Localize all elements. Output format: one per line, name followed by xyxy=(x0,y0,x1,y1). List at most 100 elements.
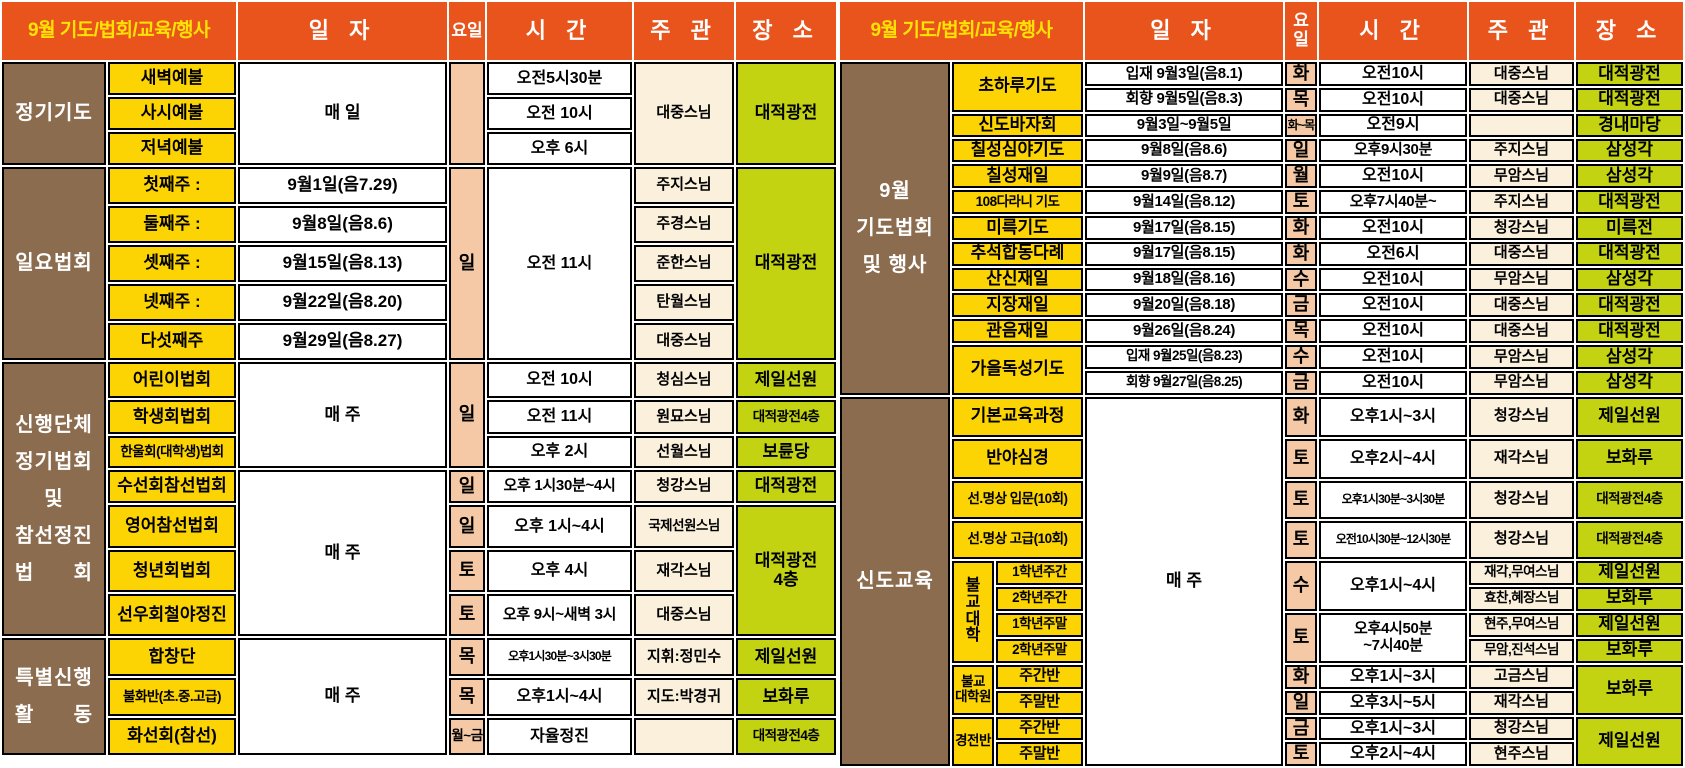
item-cell: 합창단 xyxy=(108,638,237,676)
day-cell: 화~목 xyxy=(1285,113,1318,137)
header-host: 주 관 xyxy=(634,2,735,60)
time-cell: 오전10시 xyxy=(1319,293,1468,318)
day-cell: 금 xyxy=(1285,716,1318,741)
place-cell: 보화루 xyxy=(736,678,837,716)
place-cell: 제일선원 xyxy=(1576,560,1684,585)
table-row: 신행단체 정기법회 및 참선정진 법 회 어린이법회 매 주 일 오전 10시 청심스님 제… xyxy=(2,362,837,636)
day-cell: 목 xyxy=(449,678,486,716)
place-cell: 보륜당 xyxy=(736,436,837,468)
table-row: 주말반 일 오후3시~5시 재각스님 xyxy=(840,690,1683,715)
item-cell: 칠성재일 xyxy=(952,164,1084,189)
table-row: 2학년주간 효찬,혜장스님 보화루 xyxy=(840,586,1684,611)
table-row: 108다라니 기도 9월14일(음8.12) 토 오후7시40분~ 주지스님 대적광전 xyxy=(840,190,1684,214)
host-cell: 청강스님 xyxy=(1469,716,1575,741)
header-time: 시 간 xyxy=(1319,2,1468,60)
item-cell: 새벽예불 xyxy=(108,62,237,95)
host-cell: 무암스님 xyxy=(1469,164,1575,189)
time-cell: 오전10시 xyxy=(1319,267,1468,292)
table-row: 칠성심야기도 9월8일(음8.6) 일 오후9시30분 주지스님 삼성각 xyxy=(840,138,1684,163)
item-cell: 주말반 xyxy=(996,742,1084,767)
header-date: 일 자 xyxy=(238,2,448,60)
time-cell: 오전 10시 xyxy=(487,97,633,130)
time-cell: 오후9시30분 xyxy=(1319,138,1468,163)
date-cell: 입재 9월3일(음8.1) xyxy=(1085,62,1284,86)
header-category: 9월 기도/법회/교육/행사 xyxy=(2,2,237,60)
item-cell: 1학년주말 xyxy=(996,612,1084,637)
table-row: 불화반(초.중.고급) 목 오후1시~4시 지도:박경귀 보화루 xyxy=(2,678,837,716)
day-cell: 수 xyxy=(1285,344,1318,369)
day-cell: 목 xyxy=(449,638,486,676)
place-cell: 보화루 xyxy=(1576,664,1684,715)
place-cell: 대적광전 xyxy=(1576,62,1684,86)
host-cell: 재각스님 xyxy=(634,550,735,592)
table-row: 선.명상 입문(10회) 토 오후1시30분~3시30분 청강스님 대적광전4층 xyxy=(840,480,1684,519)
host-cell: 지휘:정민수 xyxy=(634,638,735,676)
date-cell: 9월22일(음8.20) xyxy=(238,284,448,321)
table-row: 신도교육 기본교육과정 매 주 화 오후1시~3시 청강스님 제일선원 xyxy=(840,396,1684,767)
table-row: 일요법회 첫째주 :9월1일(음7.29) 일 오전 11시 주지스님 대적광전 xyxy=(2,167,837,360)
place-cell: 보화루 xyxy=(1576,638,1684,663)
item-cell: 미륵기도 xyxy=(952,215,1084,240)
item-cell: 둘째주 : xyxy=(108,206,237,243)
day-cell: 일 xyxy=(449,362,486,468)
time-cell: 오전 11시 xyxy=(487,167,633,360)
day-cell: 수 xyxy=(1285,560,1318,611)
host-cell: 청강스님 xyxy=(1469,480,1575,519)
time-cell: 오후1시~3시 xyxy=(1319,716,1468,741)
table-row: 산신재일 9월18일(음8.16) 수 오전10시 무암스님 삼성각 xyxy=(840,267,1684,292)
item-cell: 초하루기도 xyxy=(952,62,1084,112)
time-cell: 오전10시 xyxy=(1319,164,1468,189)
place-cell: 대적광전 xyxy=(1576,190,1684,214)
day-cell: 일 xyxy=(1285,138,1318,163)
date-cell: 9월20일(음8.18) xyxy=(1085,293,1284,318)
item-cell: 칠성심야기도 xyxy=(952,138,1084,163)
date-cell: 9월18일(음8.16) xyxy=(1085,267,1284,292)
host-cell: 청강스님 xyxy=(1469,520,1575,559)
day-cell: 목 xyxy=(1285,87,1318,112)
day-cell: 토 xyxy=(1285,742,1318,767)
host-cell: 주경스님 xyxy=(634,206,735,243)
place-cell: 삼성각 xyxy=(1576,267,1684,292)
item-cell: 주간반 xyxy=(996,664,1084,689)
date-cell: 매 주 xyxy=(238,638,448,755)
place-cell: 삼성각 xyxy=(1576,344,1684,369)
host-cell: 대중스님 xyxy=(1469,87,1575,112)
item-cell: 관음재일 xyxy=(952,319,1084,343)
date-cell: 매 주 xyxy=(1085,396,1284,767)
table-row: 학생회법회 오전 11시 원묘스님 대적광전4층 xyxy=(2,400,837,434)
day-cell: 화 xyxy=(1285,664,1318,689)
time-cell: 오전10시 xyxy=(1319,344,1468,369)
place-cell: 대적광전 4층 xyxy=(736,505,837,636)
time-cell: 오전10시 xyxy=(1319,87,1468,112)
item-cell: 한울회(대학생)법회 xyxy=(108,436,237,468)
host-cell: 대중스님 xyxy=(1469,293,1575,318)
table-row: 회향 9월5일(음8.3) 목 오전10시 대중스님 대적광전 xyxy=(840,87,1684,112)
table-row: 불 교 대 학 1학년주간 수 오후1시~4시 재각,무여스님 제일선원 xyxy=(840,560,1684,663)
place-cell: 대적광전 xyxy=(736,62,837,165)
table-row: 신도바자회 9월3일~9월5일 화~목 오전9시 경내마당 xyxy=(840,113,1684,137)
table-row: 9월 기도법회 및 행사 초하루기도 입재 9월3일(음8.1) 화 오전10시 대중스님… xyxy=(840,62,1684,395)
day-cell: 토 xyxy=(1285,438,1318,479)
table-row: 지장재일 9월20일(음8.18) 금 오전10시 대중스님 대적광전 xyxy=(840,293,1684,318)
host-cell: 현주,무여스님 xyxy=(1469,612,1575,637)
place-cell: 대적광전 xyxy=(1576,87,1684,112)
item-cell: 가을독성기도 xyxy=(952,344,1084,395)
place-cell: 대적광전 xyxy=(736,167,837,360)
cat-cell: 신행단체 정기법회 및 참선정진 법 회 xyxy=(2,362,106,636)
day-cell: 월 xyxy=(1285,164,1318,189)
day-cell: 일 xyxy=(449,167,486,360)
host-cell: 청강스님 xyxy=(1469,215,1575,240)
date-cell: 9월9일(음8.7) xyxy=(1085,164,1284,189)
host-cell: 탄월스님 xyxy=(634,284,735,321)
day-cell: 화 xyxy=(1285,62,1318,86)
table-row: 한울회(대학생)법회 오후 2시 선월스님 보륜당 xyxy=(2,436,837,468)
table-row: 넷째주 :9월22일(음8.20) 탄월스님 xyxy=(2,284,836,321)
table-row: 사시예불 오전 10시 xyxy=(2,97,836,130)
table-row: 관음재일 9월26일(음8.24) 목 오전10시 대중스님 대적광전 xyxy=(840,319,1684,343)
time-cell: 오후 9시~새벽 3시 xyxy=(487,594,633,636)
time-cell: 오후1시~4시 xyxy=(487,678,633,716)
date-cell: 9월29일(음8.27) xyxy=(238,323,448,360)
